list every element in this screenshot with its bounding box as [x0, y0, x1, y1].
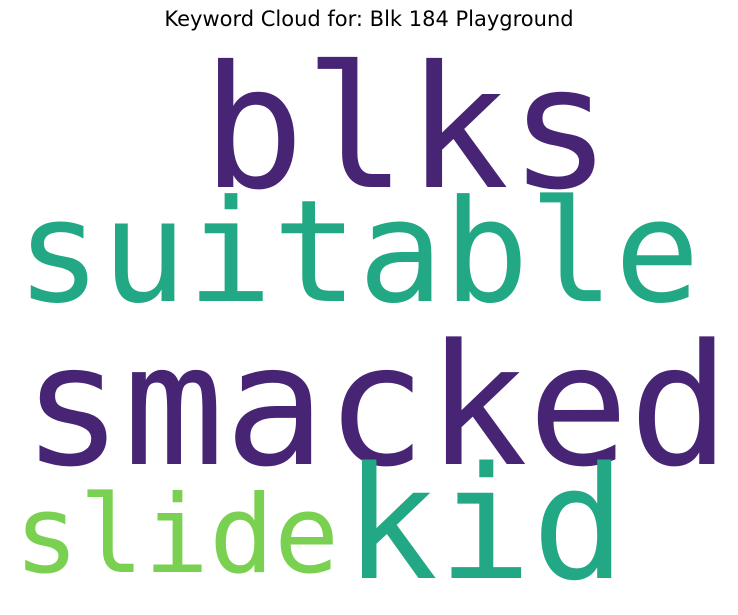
keyword-slide: slide — [14, 473, 340, 598]
chart-title: Keyword Cloud for: Blk 184 Playground — [164, 7, 574, 31]
keyword-kid: kid — [344, 433, 626, 615]
keyword-blks: blks — [202, 30, 612, 228]
word-cloud: blks suitable smacked slide kid — [0, 30, 738, 602]
keyword-smacked: smacked — [22, 308, 731, 504]
keyword-suitable: suitable — [16, 170, 700, 335]
